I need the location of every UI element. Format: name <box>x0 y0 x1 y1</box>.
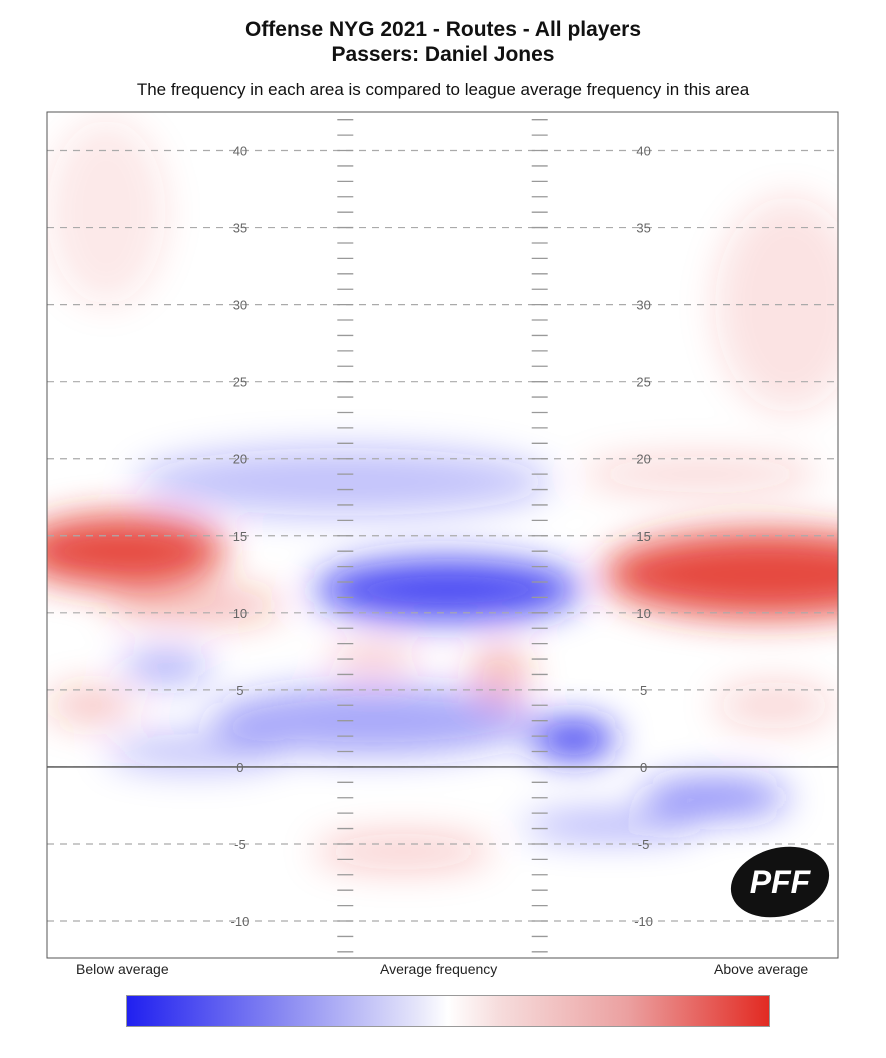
yard-tick-label: 35 <box>636 221 650 236</box>
heat-blob <box>210 686 537 755</box>
heat-blob <box>532 720 616 758</box>
yard-tick-label: 15 <box>233 529 247 544</box>
yard-tick-label: -10 <box>634 914 653 929</box>
yard-tick-label: 40 <box>233 144 247 159</box>
colorbar <box>126 995 770 1027</box>
svg-text:PFF: PFF <box>750 864 812 900</box>
chart-subtitle: Passers: Daniel Jones <box>331 43 555 66</box>
heat-blob <box>581 455 819 493</box>
yard-tick-label: 35 <box>233 221 247 236</box>
yard-tick-label: 20 <box>233 452 247 467</box>
heat-blob <box>136 447 552 516</box>
heat-blob <box>47 119 166 305</box>
yard-tick-label: 10 <box>233 606 247 621</box>
yard-tick-label: -5 <box>638 837 650 852</box>
yard-tick-label: 25 <box>636 375 650 390</box>
yard-tick-label: -5 <box>234 837 246 852</box>
heat-blob <box>106 733 285 770</box>
colorbar-high-label: Above average <box>714 961 809 977</box>
yard-tick-label: -10 <box>231 914 250 929</box>
heat-blob <box>47 515 226 587</box>
yard-tick-label: 15 <box>636 529 650 544</box>
pff-logo: PFF <box>730 846 830 918</box>
heat-blob <box>314 558 582 621</box>
heat-blob <box>603 531 838 618</box>
heat-blob <box>328 640 419 678</box>
heat-blob <box>47 686 137 724</box>
heat-blob <box>106 586 285 624</box>
yard-tick-label: 20 <box>636 452 650 467</box>
heat-blob <box>121 651 211 683</box>
heat-blob <box>314 833 493 871</box>
chart-title: Offense NYG 2021 - Routes - All players <box>244 18 642 41</box>
yard-tick-label: 5 <box>236 683 243 698</box>
chart-description: The frequency in each area is compared t… <box>136 80 750 99</box>
yard-tick-label: 10 <box>636 606 650 621</box>
heat-blob <box>640 777 790 818</box>
heat-blob <box>469 643 530 706</box>
yard-tick-label: 40 <box>636 144 650 159</box>
colorbar-mid-label: Average frequency <box>380 961 498 977</box>
heat-blob <box>714 682 834 729</box>
yard-tick-label: 5 <box>640 683 647 698</box>
heat-blob <box>521 813 700 838</box>
colorbar-low-label: Below average <box>76 961 169 977</box>
yard-tick-label: 30 <box>233 298 247 313</box>
yard-tick-label: 25 <box>233 375 247 390</box>
yard-tick-label: 30 <box>636 298 650 313</box>
